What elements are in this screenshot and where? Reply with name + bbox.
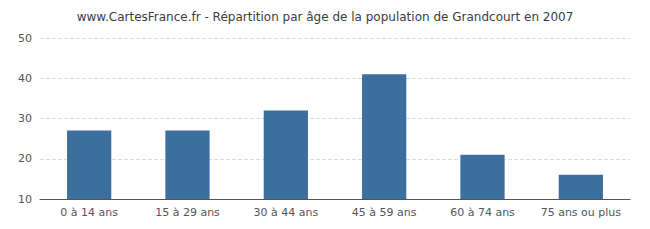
svg-text:0 à 14 ans: 0 à 14 ans — [60, 206, 118, 219]
svg-text:75 ans ou plus: 75 ans ou plus — [541, 206, 622, 219]
svg-text:30: 30 — [18, 112, 32, 125]
svg-text:10: 10 — [18, 193, 32, 206]
svg-text:45 à 59 ans: 45 à 59 ans — [352, 206, 417, 219]
svg-text:www.CartesFrance.fr - Répartit: www.CartesFrance.fr - Répartition par âg… — [77, 10, 574, 24]
svg-text:40: 40 — [18, 72, 32, 85]
svg-text:60 à 74 ans: 60 à 74 ans — [450, 206, 515, 219]
svg-text:30 à 44 ans: 30 à 44 ans — [253, 206, 318, 219]
svg-text:20: 20 — [18, 152, 32, 165]
svg-text:50: 50 — [18, 32, 32, 45]
svg-text:15 à 29 ans: 15 à 29 ans — [155, 206, 220, 219]
